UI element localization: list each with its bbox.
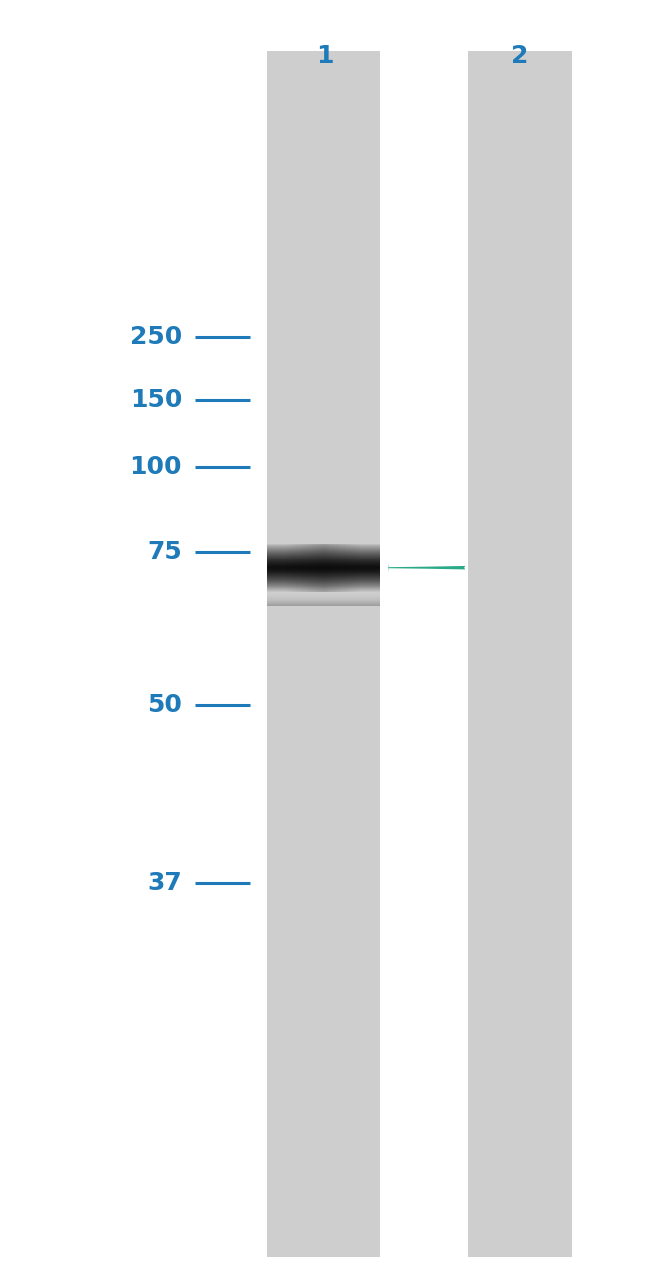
Bar (362, 544, 363, 592)
Bar (275, 544, 276, 592)
Text: 150: 150 (129, 389, 182, 411)
Text: 100: 100 (129, 456, 182, 479)
Bar (339, 544, 341, 592)
Bar (272, 544, 274, 592)
Bar (348, 544, 349, 592)
Bar (266, 544, 268, 592)
Bar (374, 544, 376, 592)
Bar (330, 544, 332, 592)
Bar (307, 544, 309, 592)
Bar (341, 544, 342, 592)
Bar (329, 544, 330, 592)
Text: 75: 75 (148, 541, 182, 564)
Bar (282, 544, 283, 592)
Bar (337, 544, 339, 592)
Bar (336, 544, 337, 592)
Bar (355, 544, 356, 592)
Bar (323, 544, 325, 592)
Bar (304, 544, 305, 592)
Bar (283, 544, 285, 592)
Bar (379, 544, 380, 592)
Bar (278, 544, 280, 592)
Bar (343, 544, 344, 592)
Bar (346, 544, 348, 592)
Bar (306, 544, 307, 592)
Bar (328, 544, 329, 592)
Bar (287, 544, 288, 592)
Bar (353, 544, 355, 592)
Bar (378, 544, 379, 592)
Bar (305, 544, 306, 592)
Bar (271, 544, 272, 592)
Bar (289, 544, 291, 592)
Bar (360, 544, 362, 592)
Bar (363, 544, 365, 592)
Bar (276, 544, 278, 592)
Bar (315, 544, 317, 592)
Bar (342, 544, 343, 592)
Bar (344, 544, 346, 592)
Bar (366, 544, 367, 592)
Bar (298, 544, 299, 592)
Bar (359, 544, 360, 592)
Text: 50: 50 (147, 693, 182, 716)
Bar (332, 544, 333, 592)
Bar (268, 544, 269, 592)
Bar (468, 51, 572, 1257)
Bar (326, 544, 328, 592)
Bar (309, 544, 311, 592)
Bar (356, 544, 358, 592)
Bar (269, 544, 271, 592)
Bar (312, 544, 313, 592)
Bar (280, 544, 281, 592)
Bar (317, 544, 318, 592)
Bar (295, 544, 296, 592)
Text: 250: 250 (130, 325, 182, 348)
Bar (350, 544, 352, 592)
Bar (367, 544, 369, 592)
Bar (370, 544, 372, 592)
Bar (281, 544, 282, 592)
Text: 1: 1 (317, 44, 333, 69)
Bar (318, 544, 319, 592)
Bar (292, 544, 294, 592)
Text: 37: 37 (148, 871, 182, 894)
Bar (311, 544, 312, 592)
Bar (288, 544, 289, 592)
Bar (376, 544, 378, 592)
Bar (300, 544, 302, 592)
Bar (369, 544, 370, 592)
Text: 2: 2 (512, 44, 528, 69)
Bar (296, 544, 298, 592)
Bar (291, 544, 292, 592)
Bar (319, 544, 320, 592)
Bar (373, 544, 374, 592)
Bar (352, 544, 353, 592)
Bar (302, 544, 304, 592)
Bar (266, 51, 380, 1257)
Bar (349, 544, 350, 592)
Bar (333, 544, 335, 592)
Bar (372, 544, 373, 592)
Bar (365, 544, 366, 592)
Bar (313, 544, 315, 592)
Bar (299, 544, 300, 592)
Bar (285, 544, 287, 592)
Bar (274, 544, 275, 592)
Bar (325, 544, 326, 592)
Bar (358, 544, 359, 592)
Bar (294, 544, 295, 592)
Bar (335, 544, 336, 592)
Bar (322, 544, 323, 592)
Bar (320, 544, 322, 592)
